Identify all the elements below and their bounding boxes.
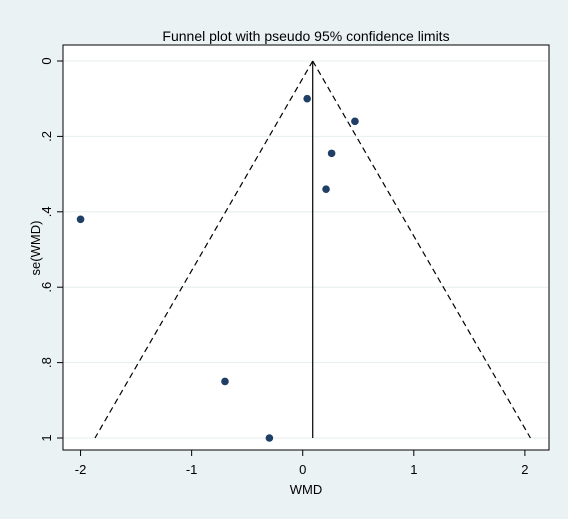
chart-title: Funnel plot with pseudo 95% confidence l… [162,28,449,44]
x-tick-label: -1 [186,462,198,477]
x-tick-label: 2 [521,462,528,477]
plot-area [62,44,550,451]
y-tick-label: 1 [39,434,54,441]
x-axis-label: WMD [290,482,323,497]
data-point [327,149,336,158]
y-tick-label: .2 [39,131,54,142]
data-point [351,117,359,126]
grid-lines [64,60,548,439]
data-point [76,215,85,224]
data-point [265,434,274,442]
y-tick-label: .6 [39,282,54,293]
data-point [221,377,229,386]
data-points [76,94,359,442]
y-tick-label: .8 [39,357,54,368]
y-axis: 0 .2 .4 .6 .8 1 [39,57,63,442]
y-tick-label: .4 [39,206,54,217]
funnel-lines [94,60,531,439]
lower-confidence-limit-line [94,60,314,439]
x-axis: -2 -1 0 1 2 [75,450,529,477]
x-tick-label: 0 [299,462,306,477]
x-tick-label: 1 [410,462,417,477]
upper-confidence-limit-line [312,60,531,439]
data-point [322,185,330,193]
x-tick-label: -2 [75,462,87,477]
data-point [303,94,311,103]
y-tick-label: 0 [39,57,54,64]
y-axis-label: se(WMD) [28,221,43,276]
